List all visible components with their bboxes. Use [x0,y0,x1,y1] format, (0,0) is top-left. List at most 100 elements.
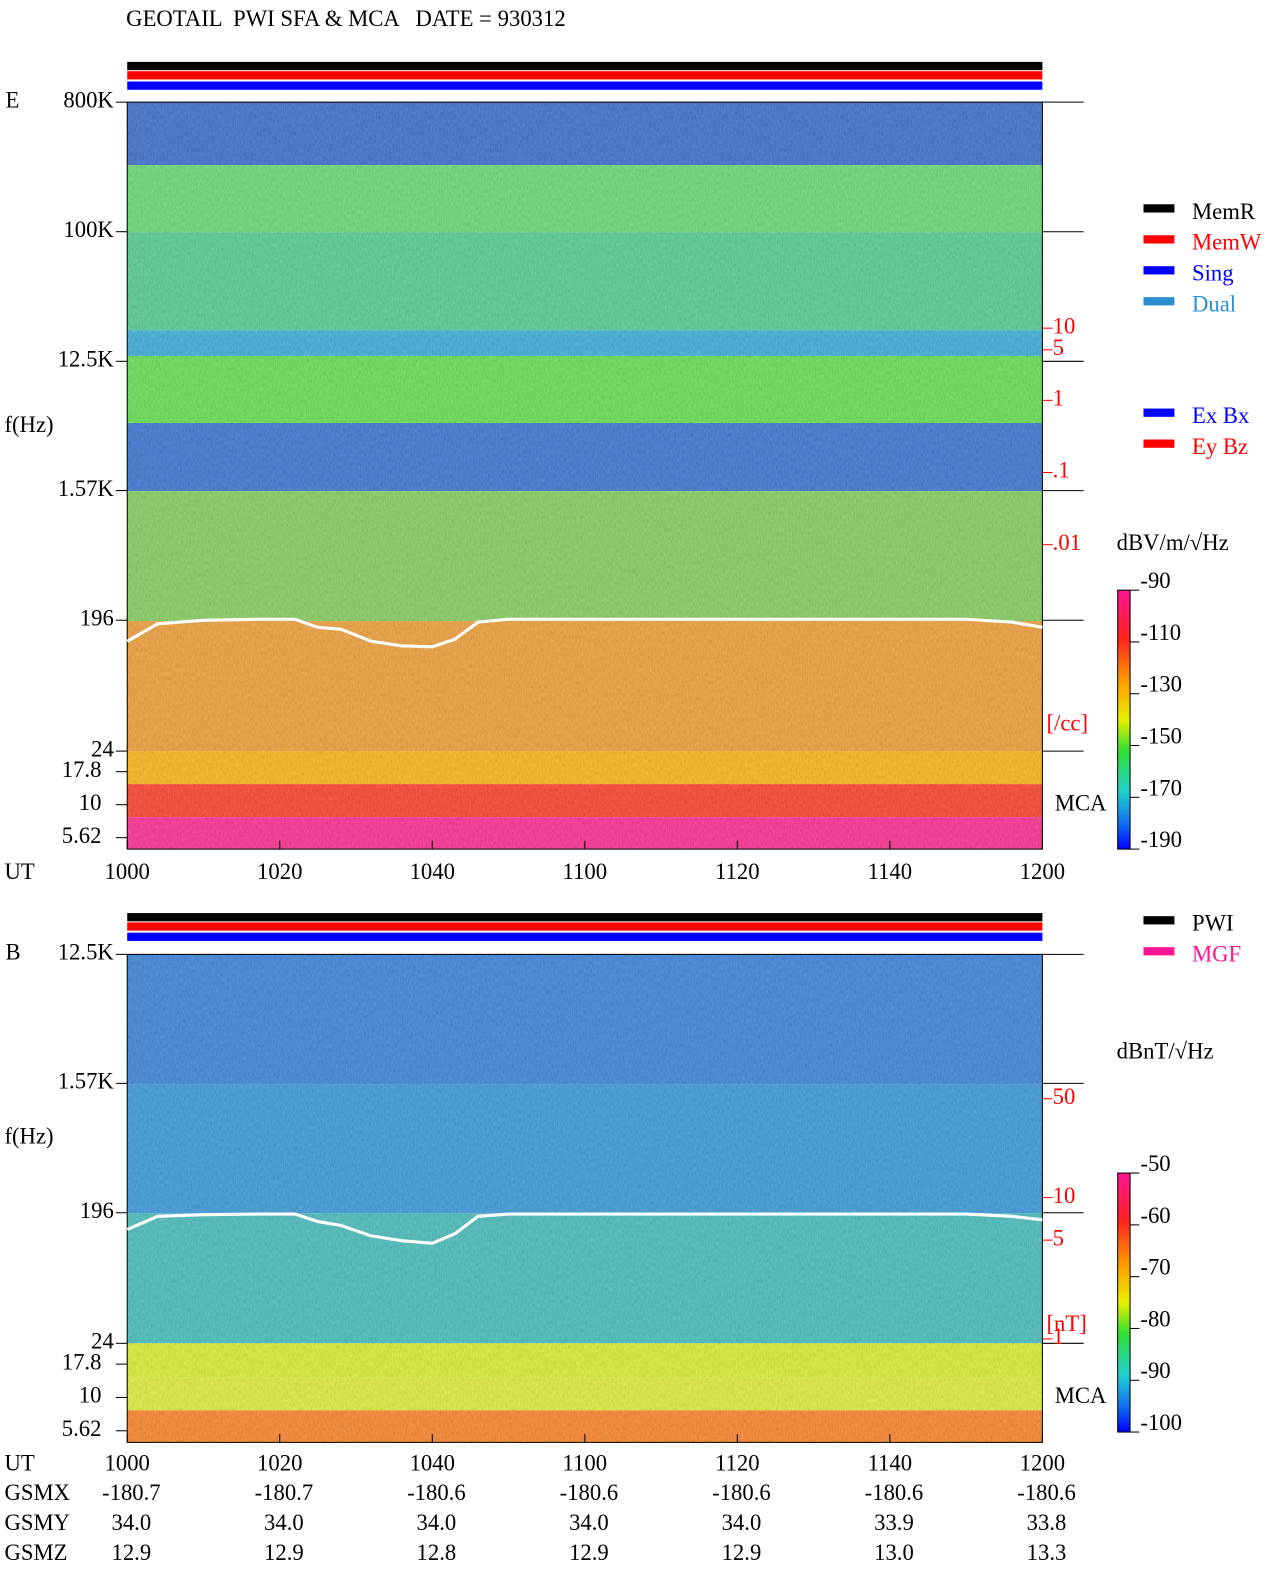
orbit-value: -180.6 [1017,1480,1076,1505]
legend-label: MemR [1192,199,1256,224]
legend-label: MemW [1192,230,1262,255]
spectrum-texture [127,954,1043,1443]
orbit-value: 12.9 [722,1540,762,1565]
colorbar-tick-label: -90 [1140,568,1170,593]
orbit-row-name: GSMZ [4,1540,67,1565]
orbit-row-name: GSMY [4,1510,70,1535]
colorbar-tick-label: -170 [1140,775,1182,800]
orbit-value: 13.3 [1027,1540,1067,1565]
colorbar-tick-label: -190 [1140,827,1182,852]
orbit-value: 34.0 [264,1510,304,1535]
x-tick-label: 1040 [410,859,455,884]
colorbar-tick-label: -90 [1140,1358,1170,1383]
mca-tick-label: 10 [79,790,102,815]
status-bar [127,932,1043,941]
colorbar-tick-label: -60 [1140,1203,1170,1228]
orbit-value: 33.9 [874,1510,914,1535]
orbit-value: -180.6 [407,1480,466,1505]
x-tick-label: 1140 [868,859,913,884]
orbit-row-name: GSMX [4,1480,70,1505]
status-bar [127,922,1043,931]
colorbar-tick-label: -110 [1140,620,1181,645]
colorbar-label: dBnT/√Hz [1117,1039,1214,1064]
legend-label: Ey Bz [1192,434,1248,459]
mca-tick-label: 10 [79,1383,102,1408]
colorbar-tick-label: -130 [1140,672,1182,697]
y-tick-label: 12.5K [58,940,115,965]
x-tick-label: 1200 [1020,859,1065,884]
spectrum-texture [127,102,1043,850]
x-tick-label: 1100 [563,859,608,884]
panel-label: B [5,940,20,965]
y-tick-label: 1.57K [58,476,115,501]
mca-tick-label: 17.8 [62,1349,102,1374]
legend-label: Sing [1192,261,1234,286]
orbit-value: -180.6 [560,1480,619,1505]
x-tick-label: 1020 [257,1450,302,1475]
x-tick-label: 1040 [410,1450,455,1475]
density-line [126,617,1043,649]
x-tick-label: 1120 [715,859,760,884]
y2-tick-label: .01 [1053,530,1081,555]
colorbar-tick-label: -50 [1140,1151,1170,1176]
title: GEOTAIL PWI SFA & MCA DATE = 930312 [126,6,566,31]
y2-tick-label: 5 [1053,335,1064,360]
y-tick-label: 24 [91,736,114,761]
legend-label: Ex Bx [1192,403,1250,428]
legend-label: PWI [1192,911,1234,936]
y2-tick-label: 5 [1053,1225,1064,1250]
y2-tick-label: 50 [1053,1084,1076,1109]
orbit-value: -180.6 [712,1480,771,1505]
status-bar [127,81,1043,90]
colorbar-tick-label: -80 [1140,1306,1170,1331]
legend-swatch [1143,408,1175,417]
density-line [126,1212,1043,1245]
mca-tick-label: 5.62 [62,1416,102,1441]
orbit-value: -180.6 [865,1480,924,1505]
y2-tick-label: 1 [1053,386,1064,411]
orbit-value: 13.0 [874,1540,914,1565]
colorbar-tick-label: -150 [1140,724,1182,749]
orbit-value: -180.7 [255,1480,314,1505]
y-tick-label: 196 [80,605,114,630]
orbit-value: 34.0 [569,1510,609,1535]
y-tick-label: 100K [63,217,114,242]
colorbar [1117,1172,1131,1433]
colorbar [1117,589,1131,850]
mca-label: MCA [1055,790,1107,815]
status-bar [127,913,1043,922]
orbit-value: 33.8 [1027,1510,1067,1535]
y-tick-label: 800K [63,87,114,112]
x-tick-label: 1120 [715,1450,760,1475]
x-tick-label: 1200 [1020,1450,1065,1475]
y-axis-label: f(Hz) [4,1124,53,1149]
legend-swatch [1143,916,1175,925]
orbit-value: 12.9 [264,1540,304,1565]
x-tick-label: 1000 [105,859,150,884]
x-tick-label: 1140 [868,1450,913,1475]
x-tick-label: 1100 [563,1450,608,1475]
legend-swatch [1143,947,1175,956]
y2-tick-label: 10 [1053,313,1076,338]
y-tick-label: 196 [80,1198,114,1223]
status-bar [127,71,1043,80]
y-tick-label: 1.57K [58,1069,115,1094]
legend-label: MGF [1192,942,1241,967]
y-tick-label: 12.5K [58,347,115,372]
y-tick-label: 24 [91,1329,114,1354]
legend-swatch [1143,439,1175,448]
x-tick-label: 1000 [105,1450,150,1475]
legend-label: Dual [1192,292,1236,317]
panel-label: E [5,87,19,112]
mca-tick-label: 5.62 [62,823,102,848]
mca-label: MCA [1055,1383,1107,1408]
y2-tick-label: 10 [1053,1183,1076,1208]
y2-tick-label: .1 [1053,458,1070,483]
status-bar [127,61,1043,71]
y2-axis-label: [nT] [1047,1311,1087,1336]
x-axis-label: UT [4,1450,34,1475]
legend-swatch [1143,297,1175,306]
legend-swatch [1143,266,1175,275]
legend-swatch [1143,204,1175,213]
